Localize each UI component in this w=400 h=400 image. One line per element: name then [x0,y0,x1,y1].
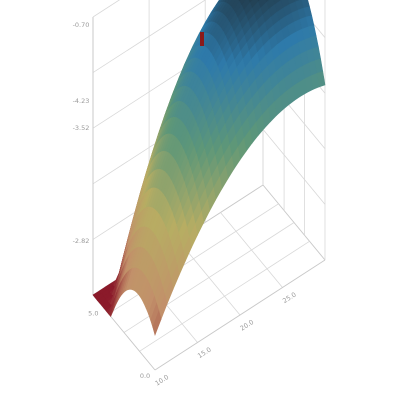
x-tick-label: 5.0 [88,310,98,318]
z-tick-label: -0.70 [73,21,90,29]
gridline [262,129,326,205]
gridline [92,0,206,73]
y-tick-label: 25.0 [281,291,298,305]
peak-marker [200,32,204,46]
gridline [108,203,279,315]
y-tick-label: 20.0 [239,318,256,332]
y-tick-label: 15.0 [196,346,213,360]
surface [92,0,326,336]
surface-patch [152,309,162,336]
z-tick-label: -4.23 [73,97,90,105]
x-tick-label: 0.0 [140,372,150,380]
y-axis-line [154,259,326,371]
z-tick-label: -2.82 [73,237,90,245]
y-tick-label: 10.0 [154,373,171,387]
gridline [220,212,283,288]
z-tick-label: -3.52 [73,124,90,132]
